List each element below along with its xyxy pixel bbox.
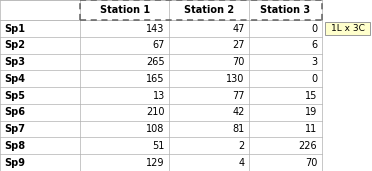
- Text: 0: 0: [311, 24, 317, 34]
- Text: 6: 6: [311, 40, 317, 50]
- Text: 108: 108: [147, 124, 165, 134]
- Text: 67: 67: [153, 40, 165, 50]
- Text: Sp2: Sp2: [4, 40, 25, 50]
- Text: Station 1: Station 1: [100, 5, 150, 15]
- Text: 226: 226: [299, 141, 317, 151]
- Text: 165: 165: [146, 74, 165, 84]
- Text: 210: 210: [146, 107, 165, 117]
- Text: 51: 51: [153, 141, 165, 151]
- Text: 77: 77: [232, 91, 245, 101]
- Text: 4: 4: [239, 158, 245, 168]
- Text: Sp8: Sp8: [4, 141, 26, 151]
- Text: 129: 129: [146, 158, 165, 168]
- Text: 81: 81: [232, 124, 245, 134]
- Text: Sp4: Sp4: [4, 74, 25, 84]
- Text: 70: 70: [232, 57, 245, 67]
- Text: Station 2: Station 2: [184, 5, 234, 15]
- Text: Sp5: Sp5: [4, 91, 25, 101]
- Text: 2: 2: [238, 141, 245, 151]
- Text: 130: 130: [227, 74, 245, 84]
- Text: Sp7: Sp7: [4, 124, 25, 134]
- Text: Sp6: Sp6: [4, 107, 25, 117]
- Text: Sp3: Sp3: [4, 57, 25, 67]
- Text: 265: 265: [146, 57, 165, 67]
- Text: 19: 19: [305, 107, 317, 117]
- Text: 13: 13: [153, 91, 165, 101]
- Text: 47: 47: [232, 24, 245, 34]
- Text: 0: 0: [311, 74, 317, 84]
- Text: Station 3: Station 3: [260, 5, 311, 15]
- Text: 3: 3: [311, 57, 317, 67]
- Text: 11: 11: [305, 124, 317, 134]
- Text: Sp1: Sp1: [4, 24, 25, 34]
- Text: 1L x 3C: 1L x 3C: [330, 24, 365, 33]
- Text: 15: 15: [305, 91, 317, 101]
- Text: 27: 27: [232, 40, 245, 50]
- Text: Sp9: Sp9: [4, 158, 25, 168]
- Text: 70: 70: [305, 158, 317, 168]
- FancyBboxPatch shape: [325, 22, 370, 35]
- Text: 42: 42: [232, 107, 245, 117]
- Text: 143: 143: [147, 24, 165, 34]
